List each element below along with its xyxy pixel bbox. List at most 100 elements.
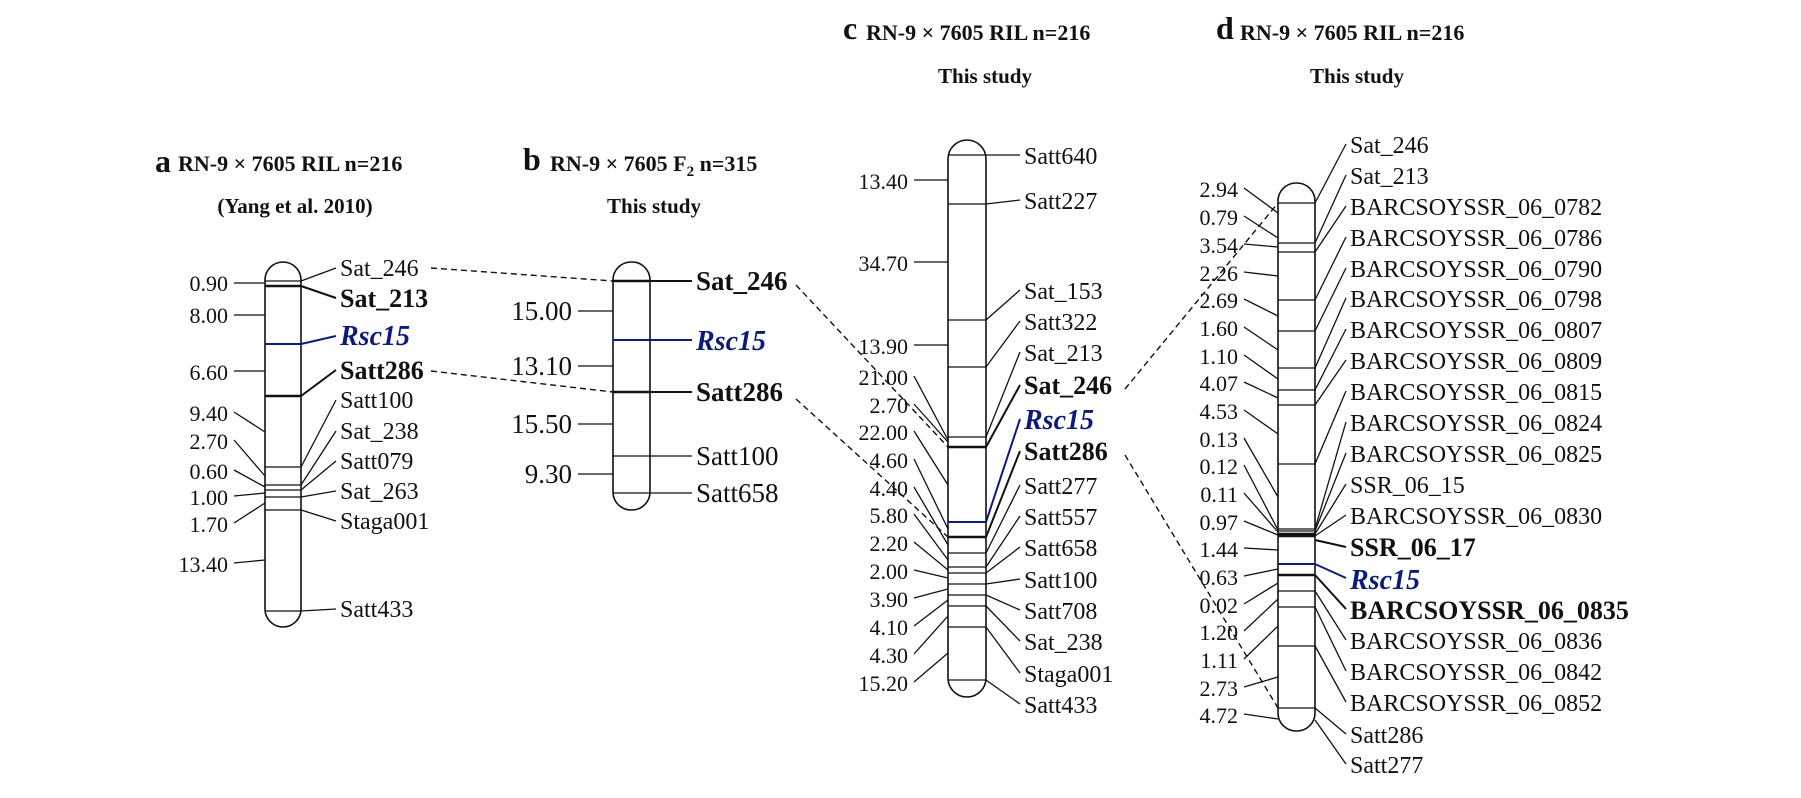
distance-label: 0.02 [1200, 593, 1239, 618]
distance-label: 0.97 [1200, 510, 1239, 535]
distance-label: 4.72 [1200, 703, 1239, 728]
gene-label: Rsc15 [1349, 565, 1420, 596]
marker-label: Satt322 [1024, 310, 1097, 336]
marker-label: Satt658 [696, 478, 779, 508]
marker-label: Satt277 [1350, 753, 1423, 779]
panel-b-subtitle: This study [607, 194, 701, 218]
marker-label: Satt433 [340, 597, 413, 623]
distance-label: 2.70 [190, 429, 229, 454]
marker-label: Satt100 [1024, 568, 1097, 594]
marker-label: BARCSOYSSR_06_0809 [1350, 349, 1602, 375]
distance-label: 0.63 [1200, 565, 1239, 590]
connector-c-d-sat246 [1124, 202, 1279, 390]
marker-label: Satt286 [1024, 437, 1108, 466]
panel-d-marker-leaders [1314, 143, 1347, 765]
distance-label: 5.80 [870, 503, 909, 528]
marker-label: Staga001 [1024, 662, 1113, 688]
panel-c-title: RN-9 × 7605 RIL n=216 [866, 20, 1090, 45]
distance-label: 0.12 [1200, 454, 1239, 479]
distance-label: 15.20 [859, 671, 909, 696]
gene-label: Rsc15 [695, 326, 766, 357]
distance-label: 2.94 [1200, 177, 1239, 202]
panel-c-letter: c [843, 10, 857, 46]
panel-d-title: RN-9 × 7605 RIL n=216 [1240, 20, 1464, 45]
marker-label: BARCSOYSSR_06_0782 [1350, 195, 1602, 221]
marker-label: Satt286 [1350, 723, 1423, 749]
distance-label: 3.90 [870, 587, 909, 612]
distance-label: 4.07 [1200, 371, 1239, 396]
panel-b-distance-ticks [578, 310, 613, 475]
panel-c-distance-ticks [913, 179, 949, 683]
marker-label: Staga001 [340, 509, 429, 535]
distance-label: 8.00 [190, 303, 229, 328]
panel-d-letter: d [1216, 10, 1234, 46]
panel-a-marker-labels: Sat_246 Sat_213 Rsc15 Satt286 Satt100 Sa… [339, 256, 429, 623]
marker-label: Satt708 [1024, 599, 1097, 625]
connector-b-c-sat246 [795, 284, 949, 448]
panel-b: b RN-9 × 7605 F2 n=315 This study 15.00 … [511, 141, 788, 511]
panel-a-letter: a [155, 143, 171, 179]
connector-a-b-satt286 [430, 370, 614, 393]
panel-c: c RN-9 × 7605 RIL n=216 This study [843, 10, 1113, 719]
marker-label: Satt286 [696, 377, 783, 407]
distance-label: 9.40 [190, 401, 229, 426]
marker-label: Satt658 [1024, 536, 1097, 562]
distance-label: 2.26 [1200, 261, 1239, 286]
marker-label: BARCSOYSSR_06_0825 [1350, 442, 1602, 468]
panel-d: d RN-9 × 7605 RIL n=216 This study [1200, 10, 1629, 779]
marker-label: BARCSOYSSR_06_0852 [1350, 691, 1602, 717]
marker-label: SSR_06_17 [1350, 533, 1476, 562]
marker-label: Sat_238 [340, 419, 419, 445]
distance-label: 4.40 [870, 476, 909, 501]
panel-a-distance-ticks [233, 282, 266, 564]
distance-label: 4.60 [870, 448, 909, 473]
gene-label: Rsc15 [339, 321, 410, 352]
marker-label: BARCSOYSSR_06_0842 [1350, 660, 1602, 686]
distance-label: 15.00 [511, 296, 572, 326]
distance-label: 21.00 [859, 365, 909, 390]
panel-c-marker-labels: Satt640 Satt227 Sat_153 Satt322 Sat_213 … [1023, 144, 1113, 719]
marker-label: Satt100 [696, 441, 779, 471]
distance-label: 13.40 [859, 169, 909, 194]
panel-d-subtitle: This study [1310, 64, 1404, 88]
panel-a: a RN-9 × 7605 RIL n=216 (Yang et al. 201… [155, 143, 429, 628]
marker-label: Satt640 [1024, 144, 1097, 170]
distance-label: 0.60 [190, 459, 229, 484]
distance-label: 6.60 [190, 360, 229, 385]
distance-label: 2.70 [870, 393, 909, 418]
marker-label: Satt433 [1024, 693, 1097, 719]
distance-label: 1.60 [1200, 316, 1239, 341]
panel-d-chromosome [1277, 182, 1316, 732]
marker-label: Satt286 [340, 356, 424, 385]
panel-b-bands [613, 279, 650, 494]
marker-connectors [430, 202, 1279, 709]
distance-label: 34.70 [859, 251, 909, 276]
distance-label: 0.13 [1200, 427, 1239, 452]
distance-label: 13.40 [179, 552, 229, 577]
panel-b-marker-leaders [650, 280, 692, 494]
distance-label: 4.53 [1200, 399, 1239, 424]
marker-label: Satt100 [340, 388, 413, 414]
marker-label: Sat_246 [696, 266, 788, 296]
marker-label: Satt227 [1024, 189, 1097, 215]
distance-label: 15.50 [511, 409, 572, 439]
panel-c-bands [948, 154, 986, 681]
distance-label: 0.90 [190, 271, 229, 296]
marker-label: Sat_263 [340, 479, 419, 505]
panel-a-bands [265, 280, 301, 612]
marker-label: Satt277 [1024, 474, 1097, 500]
marker-label: BARCSOYSSR_06_0798 [1350, 287, 1602, 313]
distance-label: 2.73 [1200, 676, 1239, 701]
connector-a-b-sat246 [430, 267, 614, 282]
panel-b-letter: b [523, 141, 541, 177]
panel-a-title: RN-9 × 7605 RIL n=216 [178, 151, 402, 176]
distance-label: 2.00 [870, 559, 909, 584]
panel-d-distance-ticks [1243, 187, 1279, 720]
distance-label: 22.00 [859, 420, 909, 445]
marker-label: BARCSOYSSR_06_0790 [1350, 257, 1602, 283]
gene-label: Rsc15 [1023, 405, 1094, 436]
distance-label: 1.10 [1200, 344, 1239, 369]
distance-label: 1.00 [190, 485, 229, 510]
distance-label: 2.20 [870, 531, 909, 556]
marker-label: BARCSOYSSR_06_0835 [1350, 596, 1629, 625]
